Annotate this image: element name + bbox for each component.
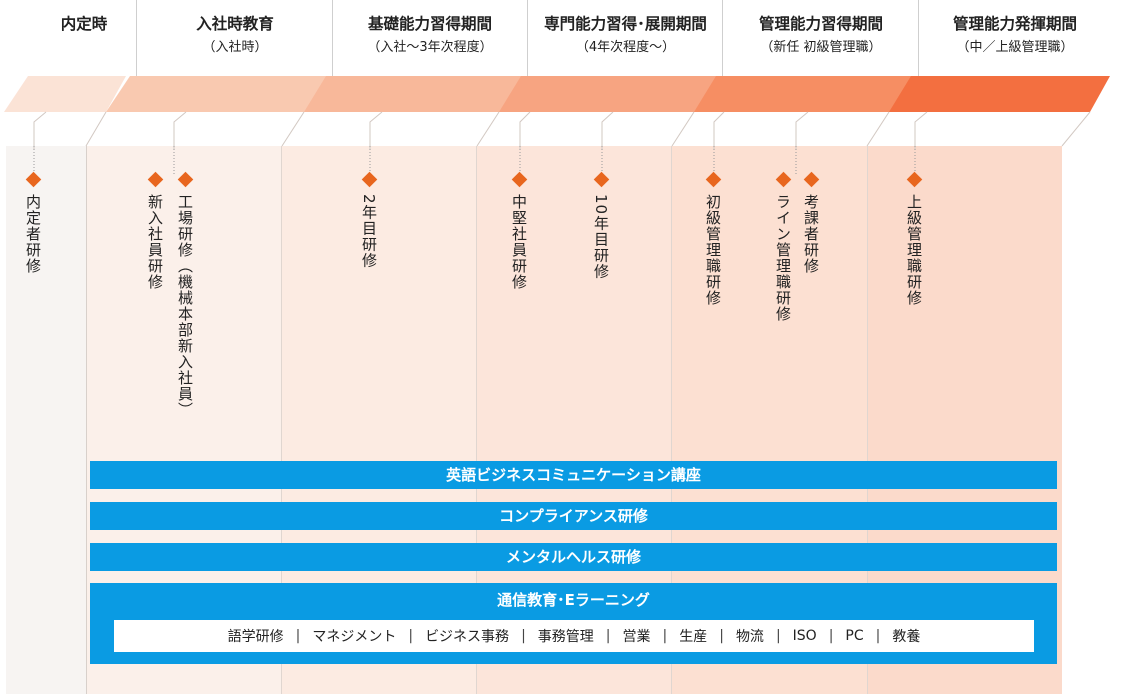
elearning-item: PC — [845, 628, 864, 644]
stage-header-kanri-shutoku: 管理能力習得期間 （新任 初級管理職） — [725, 0, 917, 57]
separator: | — [719, 628, 724, 644]
stage-title: 管理能力発揮期間 — [952, 15, 1077, 33]
stage-arrow — [4, 76, 126, 112]
stage-title: 入社時教育 — [196, 15, 274, 33]
separator: | — [408, 628, 414, 644]
separator: | — [828, 628, 834, 644]
stage-header-nyusha: 入社時教育 （入社時） — [140, 0, 330, 57]
training-jokyu: 上級管理職研修 — [905, 194, 923, 306]
training-chuken: 中堅社員研修 — [510, 194, 528, 290]
stage-title: 基礎能力習得期間 — [367, 15, 492, 33]
header-divider — [722, 0, 723, 76]
stage-header-kiso: 基礎能力習得期間 （入社〜3年次程度） — [335, 0, 525, 57]
leader-lines — [33, 146, 916, 174]
stage-title: 管理能力習得期間 — [758, 15, 883, 33]
training-koka: 考課者研修 — [802, 194, 820, 274]
separator: | — [875, 628, 881, 644]
elearning-item: 生産 — [679, 629, 708, 645]
separator: | — [775, 628, 781, 644]
bar-label: メンタルヘルス研修 — [505, 548, 641, 566]
stage-subtitle: （新任 初級管理職） — [760, 40, 882, 55]
elearning-item: 語学研修 — [227, 629, 284, 645]
bar-label: コンプライアンス研修 — [499, 507, 648, 525]
stage-header-kanri-hakki: 管理能力発揮期間 （中／上級管理職） — [920, 0, 1110, 57]
elearning-item: ビジネス事務 — [425, 629, 510, 645]
elearning-item: 事務管理 — [537, 629, 594, 645]
stage-title: 専門能力習得･展開期間 — [544, 15, 707, 33]
stage-header-naitei: 内定時 — [36, 0, 132, 34]
band-divider — [867, 146, 868, 694]
separator: | — [295, 628, 301, 644]
separator: | — [521, 628, 526, 644]
elearning-item: 教養 — [892, 629, 921, 645]
stage-arrows — [4, 76, 1110, 150]
elearning-item: マネジメント — [312, 629, 397, 645]
stage-subtitle: （中／上級管理職） — [956, 40, 1074, 55]
stage-subtitle: （入社時） — [202, 40, 268, 55]
separator: | — [662, 628, 668, 644]
band-divider — [671, 146, 672, 694]
bar-compliance: コンプライアンス研修 — [90, 502, 1057, 530]
elearning-list: 語学研修 | マネジメント | ビジネス事務 | 事務管理 | 営業 | 生産 | 物流 | … — [114, 620, 1034, 652]
header-divider — [332, 0, 333, 76]
stage-arrow — [889, 76, 1110, 112]
bar-mental-health: メンタルヘルス研修 — [90, 543, 1057, 571]
stage-arrow — [499, 76, 718, 112]
training-10nen: 10年目研修 — [592, 194, 610, 280]
training-line: ライン管理職研修 — [774, 194, 792, 322]
stage-header-senmon: 専門能力習得･展開期間 （4年次程度〜） — [528, 0, 723, 57]
band-divider — [86, 146, 87, 694]
bar-label: 英語ビジネスコミュニケーション講座 — [446, 466, 701, 484]
band-divider — [281, 146, 282, 694]
stage-arrow — [694, 76, 913, 112]
stage-band — [6, 146, 86, 694]
bar-label: 通信教育･Eラーニング — [497, 591, 650, 609]
band-divider — [476, 146, 477, 694]
elearning-item: 営業 — [622, 629, 651, 645]
stage-subtitle: （入社〜3年次程度） — [367, 40, 493, 55]
separator: | — [605, 628, 611, 644]
header-divider — [136, 0, 137, 76]
elearning-item: 物流 — [735, 629, 764, 645]
training-2nen: 2年目研修 — [360, 194, 378, 269]
stage-subtitle: （4年次程度〜） — [575, 40, 676, 55]
training-kojo: 工場研修（機械本部新入社員） — [176, 194, 194, 418]
stage-arrow — [106, 76, 328, 112]
stage-arrow — [304, 76, 523, 112]
stage-title: 内定時 — [60, 15, 108, 33]
header-divider — [527, 0, 528, 76]
bar-english: 英語ビジネスコミュニケーション講座 — [90, 461, 1057, 489]
elearning-item: ISO — [792, 628, 817, 644]
header-divider — [918, 0, 919, 76]
training-shinnyu: 新入社員研修 — [146, 194, 164, 290]
training-shokyu: 初級管理職研修 — [704, 194, 722, 306]
training-naitei: 内定者研修 — [24, 194, 42, 274]
